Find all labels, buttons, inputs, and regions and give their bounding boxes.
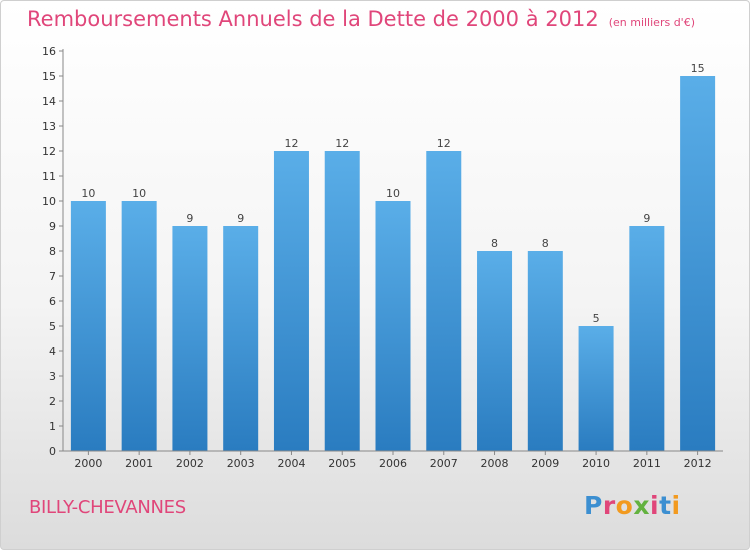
y-tick-label: 3 bbox=[49, 370, 56, 383]
bar-value-label: 8 bbox=[542, 237, 549, 250]
bar-2002 bbox=[172, 226, 208, 451]
x-tick-label: 2000 bbox=[74, 457, 102, 470]
chart-title: Remboursements Annuels de la Dette de 20… bbox=[27, 7, 599, 31]
y-tick-label: 10 bbox=[42, 195, 56, 208]
bar-2010 bbox=[578, 326, 614, 451]
chart-title-block: Remboursements Annuels de la Dette de 20… bbox=[27, 7, 695, 31]
bar-2004 bbox=[273, 151, 309, 451]
bar-value-label: 9 bbox=[186, 212, 193, 225]
bar-2003 bbox=[223, 226, 259, 451]
proxiti-logo: Proxiti bbox=[584, 491, 681, 520]
bar-2006 bbox=[375, 201, 411, 451]
bar-value-label: 10 bbox=[81, 187, 95, 200]
logo-letter: x bbox=[633, 491, 650, 520]
y-tick-label: 2 bbox=[49, 395, 56, 408]
logo-letter: t bbox=[659, 491, 672, 520]
x-tick-label: 2010 bbox=[582, 457, 610, 470]
bar-value-label: 15 bbox=[691, 62, 705, 75]
x-tick-label: 2009 bbox=[531, 457, 559, 470]
x-axis: 2000 2001 2002 2003 2004 2005 2006 2007 2008 2009… bbox=[63, 450, 723, 470]
bar-value-label: 8 bbox=[491, 237, 498, 250]
y-tick-label: 0 bbox=[49, 445, 56, 458]
x-tick-label: 2008 bbox=[481, 457, 509, 470]
y-tick-label: 15 bbox=[42, 70, 56, 83]
y-tick-label: 6 bbox=[49, 295, 56, 308]
bar-2012 bbox=[680, 76, 716, 451]
bar-2007 bbox=[426, 151, 462, 451]
bar-value-label: 12 bbox=[335, 137, 349, 150]
x-tick-label: 2003 bbox=[227, 457, 255, 470]
x-tick-label: 2002 bbox=[176, 457, 204, 470]
y-tick-label: 13 bbox=[42, 120, 56, 133]
bar-value-label: 5 bbox=[593, 312, 600, 325]
bar-value-label: 9 bbox=[643, 212, 650, 225]
logo-letter: P bbox=[584, 491, 603, 520]
logo-letter: i bbox=[671, 491, 681, 520]
x-tick-label: 2005 bbox=[328, 457, 356, 470]
bar-2000 bbox=[70, 201, 106, 451]
y-tick-label: 4 bbox=[49, 345, 56, 358]
x-tick-label: 2007 bbox=[430, 457, 458, 470]
y-tick-label: 9 bbox=[49, 220, 56, 233]
commune-name: BILLY-CHEVANNES bbox=[29, 497, 186, 518]
bar-value-label: 12 bbox=[437, 137, 451, 150]
bar-value-label: 12 bbox=[284, 137, 298, 150]
y-tick-label: 14 bbox=[42, 95, 56, 108]
bar-value-label: 9 bbox=[237, 212, 244, 225]
bar-2001 bbox=[121, 201, 157, 451]
x-tick-label: 2001 bbox=[125, 457, 153, 470]
x-tick-label: 2006 bbox=[379, 457, 407, 470]
x-tick-label: 2004 bbox=[277, 457, 305, 470]
y-tick-label: 11 bbox=[42, 170, 56, 183]
bar-2009 bbox=[527, 251, 563, 451]
y-tick-label: 8 bbox=[49, 245, 56, 258]
chart-subtitle: (en milliers d'€) bbox=[608, 16, 695, 29]
bar-2011 bbox=[629, 226, 665, 451]
y-tick-label: 7 bbox=[49, 270, 56, 283]
y-tick-label: 5 bbox=[49, 320, 56, 333]
y-tick-label: 16 bbox=[42, 45, 56, 58]
bar-2005 bbox=[324, 151, 360, 451]
bars-group: 10 10 9 9 12 12 10 12 8 8 5 9 15 bbox=[70, 62, 716, 451]
bar-2008 bbox=[477, 251, 513, 451]
logo-letter: i bbox=[650, 491, 660, 520]
x-tick-label: 2012 bbox=[684, 457, 712, 470]
logo-letter: r bbox=[602, 491, 616, 520]
bar-value-label: 10 bbox=[132, 187, 146, 200]
y-tick-label: 12 bbox=[42, 145, 56, 158]
y-tick-label: 1 bbox=[49, 420, 56, 433]
x-tick-label: 2011 bbox=[633, 457, 661, 470]
bar-value-label: 10 bbox=[386, 187, 400, 200]
logo-letter: o bbox=[615, 491, 634, 520]
